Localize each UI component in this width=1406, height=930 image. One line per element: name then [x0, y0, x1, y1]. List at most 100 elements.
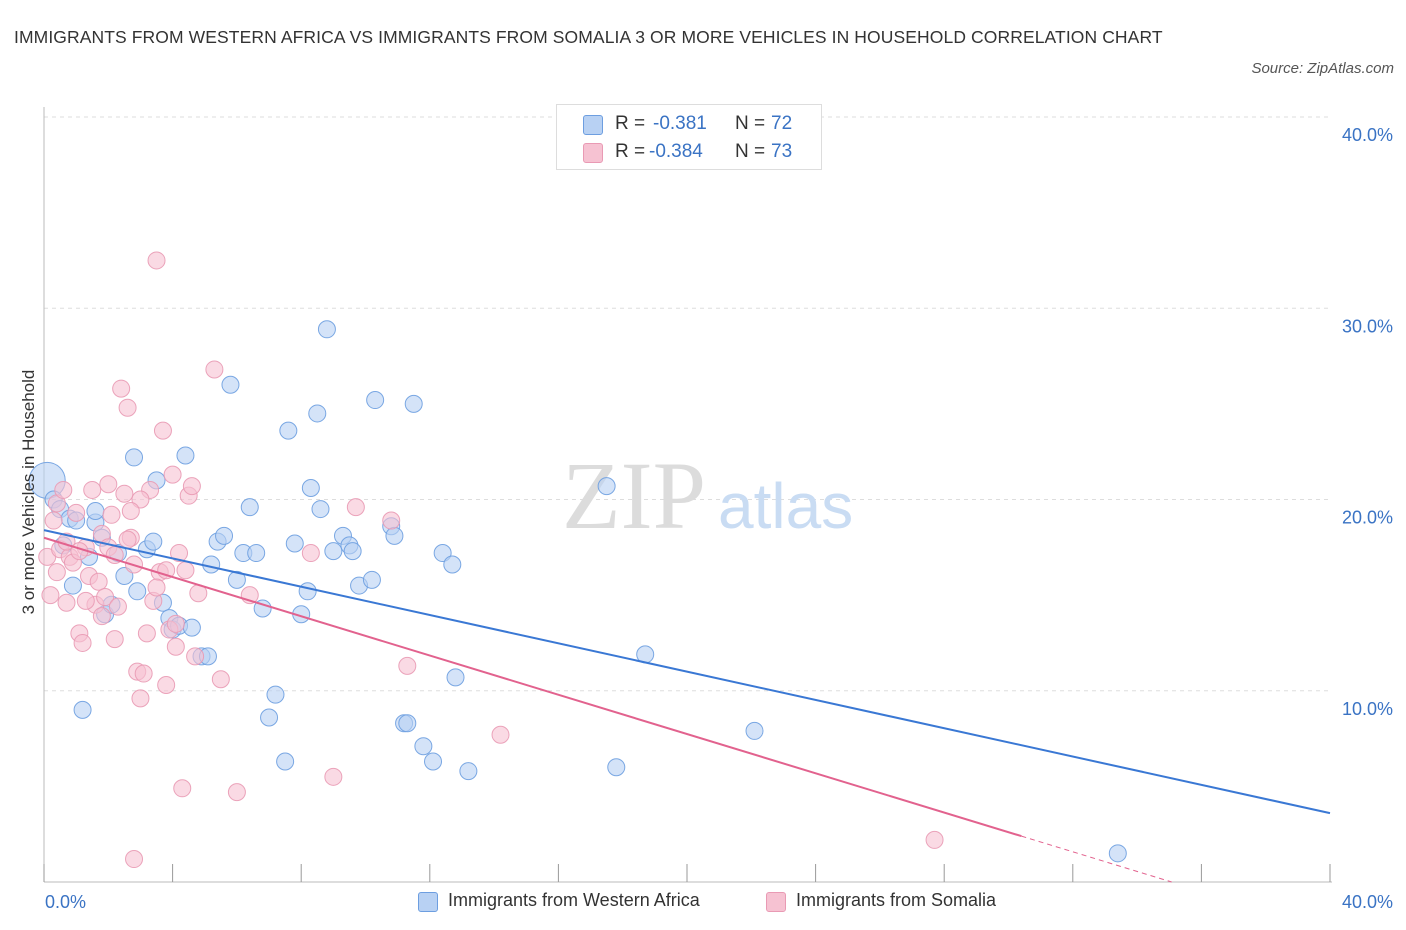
- point-somalia: [73, 633, 92, 652]
- point-somalia: [44, 511, 63, 530]
- point-western-africa: [385, 526, 404, 545]
- point-western-africa: [1108, 844, 1127, 863]
- point-western-africa: [125, 448, 144, 467]
- point-somalia: [346, 498, 365, 517]
- legend-n-label: N =: [735, 113, 766, 134]
- point-somalia: [137, 624, 156, 643]
- point-somalia: [54, 480, 73, 499]
- point-somalia: [324, 767, 343, 786]
- point-somalia: [166, 637, 185, 656]
- legend-n-label: N =: [735, 141, 766, 162]
- point-western-africa: [115, 567, 134, 585]
- point-somalia: [92, 607, 111, 626]
- legend-r-label: R =: [615, 141, 646, 162]
- point-western-africa: [362, 570, 381, 589]
- point-western-africa: [597, 477, 616, 496]
- bottom-legend-swatch-blue: [418, 892, 438, 912]
- correlation-legend: R = -0.381 N = 72 R = -0.384 N = 73: [556, 104, 822, 170]
- point-somalia: [89, 572, 108, 591]
- legend-swatch-blue: [583, 115, 603, 135]
- legend-r-label: R =: [615, 113, 646, 134]
- point-somalia: [131, 689, 150, 708]
- point-western-africa: [144, 532, 163, 551]
- point-western-africa: [253, 599, 272, 618]
- point-western-africa: [424, 752, 443, 771]
- trend-line-western-africa: [43, 529, 1331, 815]
- legend-n-value: 72: [771, 113, 793, 134]
- point-somalia: [147, 251, 166, 270]
- point-western-africa: [446, 668, 465, 687]
- point-somalia: [67, 503, 86, 522]
- point-somalia: [398, 656, 417, 675]
- point-somalia: [115, 484, 134, 503]
- point-somalia: [118, 530, 137, 549]
- point-western-africa: [247, 544, 266, 563]
- tick-labels: 10.0% 20.0% 30.0% 40.0% 0.0% 40.0%: [45, 125, 1393, 912]
- point-western-africa: [398, 714, 417, 733]
- x-tick-label: 40.0%: [1342, 892, 1393, 912]
- point-western-africa: [221, 375, 240, 394]
- y-axis-label: 3 or more Vehicles in Household: [19, 370, 38, 615]
- point-somalia: [205, 360, 224, 379]
- point-western-africa: [73, 700, 92, 719]
- y-tick-label: 40.0%: [1342, 125, 1393, 145]
- point-western-africa: [202, 555, 221, 574]
- point-western-africa: [128, 582, 147, 601]
- chart-title: IMMIGRANTS FROM WESTERN AFRICA VS IMMIGR…: [14, 27, 1163, 47]
- point-somalia: [147, 578, 166, 597]
- point-somalia: [211, 670, 230, 689]
- point-somalia: [173, 779, 192, 798]
- y-tick-label: 20.0%: [1342, 508, 1393, 528]
- point-western-africa: [86, 501, 105, 520]
- point-somalia: [166, 614, 185, 633]
- point-western-africa: [63, 576, 82, 595]
- point-somalia: [134, 664, 153, 683]
- point-somalia: [301, 544, 320, 563]
- point-western-africa: [311, 500, 330, 519]
- point-somalia: [925, 830, 944, 849]
- point-somalia: [105, 630, 124, 649]
- point-somalia: [131, 490, 150, 509]
- legend-r-value: -0.381: [653, 113, 707, 134]
- point-western-africa: [182, 618, 201, 637]
- point-western-africa: [366, 391, 385, 410]
- point-somalia: [41, 586, 60, 605]
- point-somalia: [121, 501, 140, 520]
- point-somalia: [96, 588, 115, 607]
- point-western-africa: [215, 526, 234, 545]
- point-somalia: [57, 593, 76, 612]
- trend-line-somalia: [43, 536, 1022, 838]
- point-western-africa: [443, 555, 462, 574]
- trend-lines: [43, 529, 1331, 883]
- point-western-africa: [607, 758, 626, 777]
- legend-r-value: -0.384: [649, 141, 703, 162]
- point-western-africa: [279, 421, 298, 440]
- point-somalia: [112, 379, 131, 398]
- legend-n-value: 73: [771, 141, 793, 162]
- point-western-africa: [433, 544, 452, 563]
- point-western-africa: [240, 498, 259, 517]
- point-western-africa: [404, 394, 423, 413]
- trend-line-somalia-extension: [1021, 835, 1172, 883]
- point-somalia: [108, 597, 127, 616]
- point-western-africa: [227, 570, 246, 589]
- point-western-africa: [276, 752, 295, 771]
- x-tick-label: 0.0%: [45, 892, 86, 912]
- point-western-africa: [266, 685, 285, 704]
- bottom-legend-label: Immigrants from Western Africa: [448, 890, 700, 910]
- gridlines: [44, 116, 1330, 692]
- point-western-africa: [301, 479, 320, 498]
- bottom-legend-label: Immigrants from Somalia: [796, 890, 997, 910]
- watermark-zip: ZIP: [562, 442, 706, 549]
- watermark-atlas: atlas: [718, 470, 853, 542]
- point-somalia: [170, 544, 189, 563]
- watermark: ZIP atlas: [562, 442, 853, 549]
- point-western-africa: [414, 737, 433, 756]
- point-western-africa: [285, 534, 304, 553]
- point-western-africa: [343, 542, 362, 561]
- point-somalia: [182, 477, 201, 496]
- point-somalia: [186, 647, 205, 666]
- point-western-africa: [176, 446, 195, 465]
- point-western-africa: [260, 708, 279, 727]
